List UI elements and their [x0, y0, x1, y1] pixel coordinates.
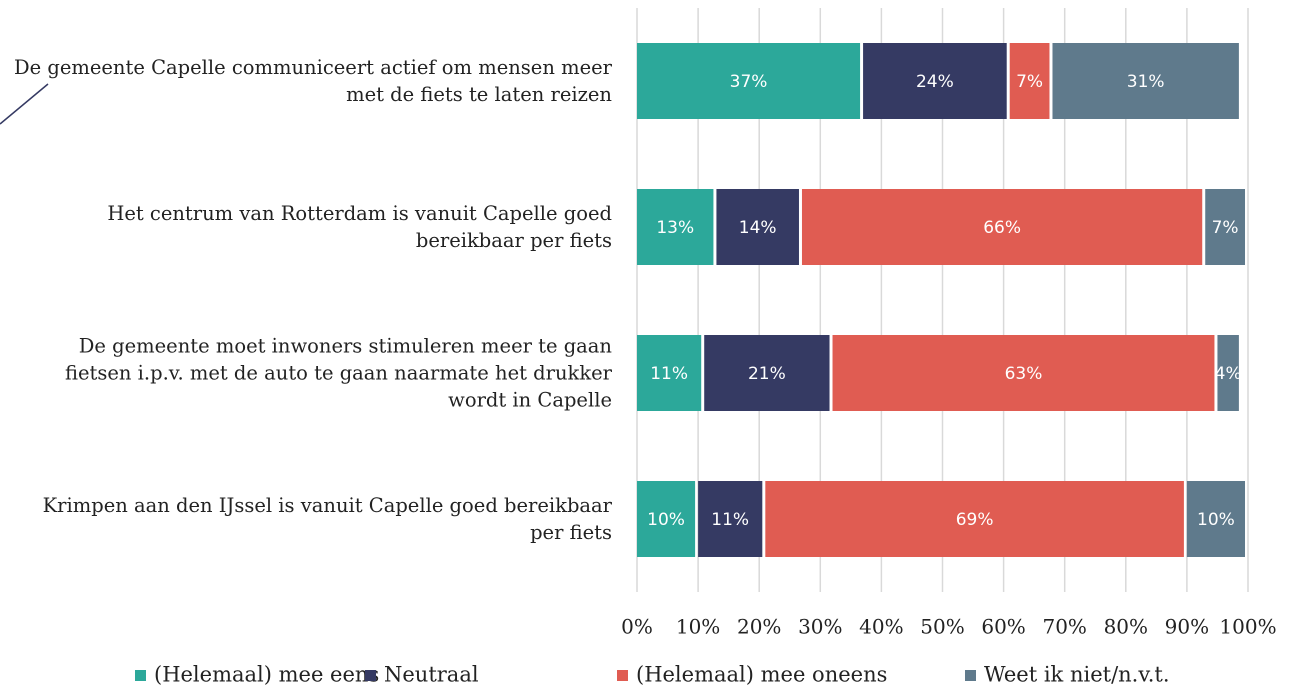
data-label: 69% [956, 510, 994, 530]
x-tick-label: 20% [737, 615, 781, 639]
data-label: 10% [647, 510, 685, 530]
bar-segment [1052, 43, 1239, 119]
bar-segment [1009, 43, 1050, 119]
legend-label: (Helemaal) mee oneens [636, 663, 887, 687]
category-label: Het centrum van Rotterdam is vanuit Cape… [107, 202, 612, 252]
x-tick-label: 60% [981, 615, 1025, 639]
bar-segment [1217, 335, 1239, 411]
x-tick-label: 70% [1042, 615, 1086, 639]
data-label: 14% [739, 218, 777, 238]
x-tick-label: 10% [676, 615, 720, 639]
legend-label: Neutraal [384, 663, 479, 687]
x-tick-label: 50% [920, 615, 964, 639]
x-tick-label: 0% [621, 615, 653, 639]
bar-segment [637, 43, 861, 119]
legend-label: (Helemaal) mee eens [154, 663, 379, 687]
data-label: 11% [650, 364, 688, 384]
data-label: 10% [1197, 510, 1235, 530]
bar-segment [698, 481, 763, 557]
bar-segment [1186, 481, 1245, 557]
category-label: De gemeente Capelle communiceert actief … [13, 56, 612, 106]
bar-segment [716, 189, 799, 265]
bar-segment [863, 43, 1007, 119]
x-tick-label: 90% [1165, 615, 1209, 639]
legend-swatch [617, 670, 628, 681]
bar-segment [765, 481, 1184, 557]
bar-segment [1205, 189, 1245, 265]
legend-swatch [135, 670, 146, 681]
legend-label: Weet ik niet/n.v.t. [984, 663, 1170, 687]
bar-segment [832, 335, 1215, 411]
data-label: 63% [1005, 364, 1043, 384]
data-label: 37% [730, 72, 768, 92]
category-label: De gemeente moet inwoners stimuleren mee… [64, 334, 612, 412]
x-tick-label: 40% [859, 615, 903, 639]
legend-swatch [965, 670, 976, 681]
bar-segment [801, 189, 1203, 265]
data-label: 24% [916, 72, 954, 92]
data-label: 66% [983, 218, 1021, 238]
decoration-line [0, 83, 49, 125]
bar-segment [637, 335, 702, 411]
x-tick-label: 80% [1104, 615, 1148, 639]
bar-segment [704, 335, 830, 411]
bar-segment [637, 189, 714, 265]
data-label: 31% [1127, 72, 1165, 92]
data-label: 4% [1215, 364, 1242, 384]
data-label: 13% [656, 218, 694, 238]
x-tick-label: 100% [1219, 615, 1276, 639]
x-tick-label: 30% [798, 615, 842, 639]
category-label: Krimpen aan den IJssel is vanuit Capelle… [42, 494, 612, 544]
bar-segment [637, 481, 696, 557]
data-label: 7% [1016, 72, 1043, 92]
data-label: 11% [711, 510, 749, 530]
data-label: 7% [1212, 218, 1239, 238]
data-label: 21% [748, 364, 786, 384]
legend-swatch [365, 670, 376, 681]
